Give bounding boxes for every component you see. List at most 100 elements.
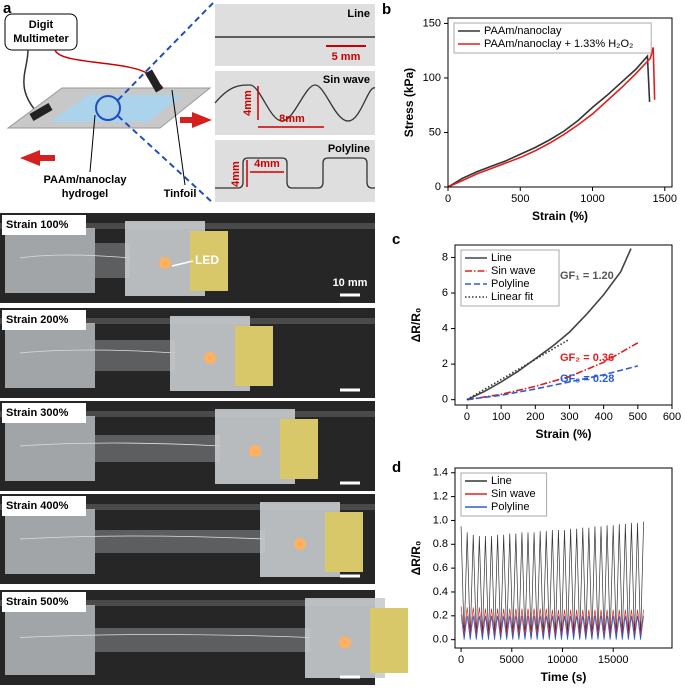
clamp bbox=[5, 509, 95, 574]
arrow bbox=[20, 150, 55, 166]
series-line bbox=[460, 614, 644, 640]
clip bbox=[145, 69, 163, 93]
strain-label-box bbox=[2, 215, 86, 235]
embedded-wire bbox=[19, 349, 176, 354]
led bbox=[249, 445, 261, 457]
pattern-polyline bbox=[215, 157, 375, 189]
plot-frame bbox=[454, 244, 673, 406]
hydrogel-label: hydrogel bbox=[62, 188, 108, 200]
clamp bbox=[5, 228, 95, 293]
x-tick-label: 5000 bbox=[500, 654, 524, 666]
legend-label: PAAm/nanoclay + 1.33% H₂O₂ bbox=[484, 38, 633, 50]
y-tick-label: 0 bbox=[442, 394, 448, 406]
embedded-wire bbox=[19, 634, 311, 638]
legend-label: Sin wave bbox=[491, 265, 536, 277]
panel-label: b bbox=[382, 1, 391, 18]
strain-label: Strain 100% bbox=[6, 219, 69, 231]
multimeter bbox=[4, 13, 78, 51]
hydrogel bbox=[50, 95, 182, 122]
legend-label: Polyline bbox=[491, 501, 530, 513]
y-tick-label: 50 bbox=[429, 126, 441, 138]
clamp bbox=[5, 323, 95, 388]
y-axis-label: ΔR/R₀ bbox=[409, 308, 423, 343]
series-line bbox=[466, 365, 639, 401]
hydrogel-strip bbox=[95, 340, 175, 371]
binder-clip bbox=[370, 608, 408, 673]
x-tick-label: 10000 bbox=[547, 654, 578, 666]
y-tick-label: 0.4 bbox=[433, 586, 448, 598]
binder-clip bbox=[280, 419, 318, 479]
annotation: GF₂ = 0.36 bbox=[560, 352, 614, 364]
hydrogel-strip bbox=[95, 435, 220, 462]
y-tick-label: 1.2 bbox=[433, 491, 448, 503]
pointer bbox=[171, 260, 194, 267]
hydrogel-strip bbox=[95, 243, 130, 278]
legend-label: Sin wave bbox=[491, 488, 536, 500]
inset bbox=[215, 140, 375, 202]
x-tick-label: 1500 bbox=[653, 193, 677, 205]
y-tick-label: 0.6 bbox=[433, 562, 448, 574]
multimeter-label: Digit bbox=[29, 19, 54, 31]
dimension-label: 4mm bbox=[230, 161, 242, 187]
strain-label: Strain 200% bbox=[6, 314, 69, 326]
embedded-wire bbox=[19, 442, 221, 447]
legend-box bbox=[453, 22, 652, 54]
x-tick-label: 200 bbox=[526, 411, 544, 423]
x-tick-label: 400 bbox=[594, 411, 612, 423]
x-tick-label: 100 bbox=[492, 411, 510, 423]
x-tick-label: 1000 bbox=[580, 193, 604, 205]
y-axis-label: Stress (kPa) bbox=[402, 68, 416, 137]
y-tick-label: 2 bbox=[442, 358, 448, 370]
photo-rail bbox=[0, 600, 375, 606]
led bbox=[339, 636, 351, 649]
embedded-wire bbox=[19, 535, 266, 540]
x-tick-label: 500 bbox=[629, 411, 647, 423]
x-tick-label: 0 bbox=[458, 654, 464, 666]
pointer bbox=[171, 89, 186, 186]
pattern-sine bbox=[214, 84, 376, 122]
clamp bbox=[5, 605, 95, 675]
strain-label-box bbox=[2, 403, 86, 423]
embedded-wire bbox=[19, 254, 131, 259]
photo-rail bbox=[0, 411, 375, 417]
x-tick-label: 15000 bbox=[598, 654, 629, 666]
y-tick-label: 0.2 bbox=[433, 610, 448, 622]
pointer bbox=[89, 114, 96, 173]
series-line bbox=[447, 54, 651, 188]
y-axis-label: ΔR/R₀ bbox=[409, 541, 423, 576]
zoom-circle bbox=[95, 95, 121, 121]
inset-title: Polyline bbox=[328, 143, 370, 155]
annotation: GF₁ = 1.20 bbox=[560, 270, 614, 282]
y-tick-label: 8 bbox=[442, 251, 448, 263]
legend-label: Linear fit bbox=[491, 291, 533, 303]
inset bbox=[215, 71, 375, 135]
x-tick-label: 0 bbox=[464, 411, 470, 423]
clamp bbox=[5, 416, 95, 481]
panel-label: d bbox=[392, 459, 401, 476]
led bbox=[294, 538, 306, 550]
strain-label: Strain 500% bbox=[6, 596, 69, 608]
strain-label: Strain 400% bbox=[6, 500, 69, 512]
photo-rail bbox=[0, 504, 375, 510]
panel-label: c bbox=[392, 231, 400, 248]
y-tick-label: 4 bbox=[442, 322, 448, 334]
panel-label: a bbox=[3, 0, 12, 17]
binder-clip bbox=[325, 512, 363, 572]
scale-label: 5 mm bbox=[332, 51, 361, 63]
x-tick-label: 0 bbox=[445, 193, 451, 205]
led bbox=[204, 352, 216, 364]
x-tick-label: 300 bbox=[560, 411, 578, 423]
plot-frame bbox=[454, 467, 673, 649]
strain-label-box bbox=[2, 496, 86, 516]
y-tick-label: 150 bbox=[423, 17, 441, 29]
zoom-line bbox=[117, 115, 214, 204]
dimension-label: 4mm bbox=[242, 90, 254, 116]
scale-label: 10 mm bbox=[333, 277, 368, 289]
series-line bbox=[460, 606, 644, 635]
strain-label: Strain 300% bbox=[6, 407, 69, 419]
hydrogel-label: PAAm/nanoclay bbox=[44, 174, 128, 186]
legend-label: PAAm/nanoclay bbox=[484, 25, 562, 37]
wire bbox=[23, 49, 36, 111]
annotation: GF₃ = 0.28 bbox=[560, 373, 614, 385]
